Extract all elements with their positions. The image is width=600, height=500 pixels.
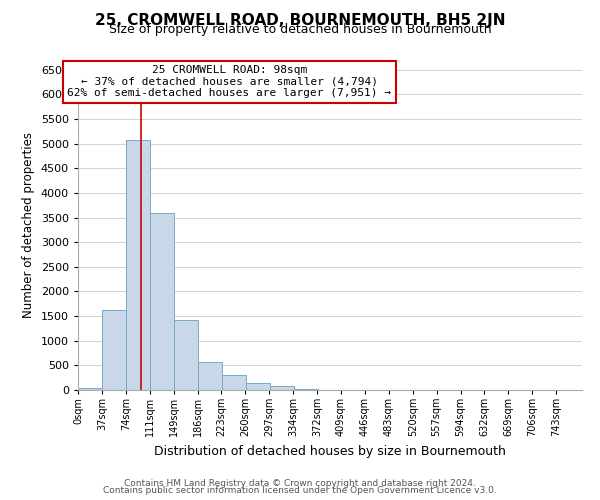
Y-axis label: Number of detached properties: Number of detached properties bbox=[22, 132, 35, 318]
Text: 25 CROMWELL ROAD: 98sqm
← 37% of detached houses are smaller (4,794)
62% of semi: 25 CROMWELL ROAD: 98sqm ← 37% of detache… bbox=[67, 65, 391, 98]
Bar bbox=[102, 310, 126, 390]
X-axis label: Distribution of detached houses by size in Bournemouth: Distribution of detached houses by size … bbox=[154, 445, 506, 458]
Text: Contains public sector information licensed under the Open Government Licence v3: Contains public sector information licen… bbox=[103, 486, 497, 495]
Bar bbox=[294, 389, 318, 390]
Bar bbox=[150, 212, 173, 390]
Text: 25, CROMWELL ROAD, BOURNEMOUTH, BH5 2JN: 25, CROMWELL ROAD, BOURNEMOUTH, BH5 2JN bbox=[95, 12, 505, 28]
Text: Contains HM Land Registry data © Crown copyright and database right 2024.: Contains HM Land Registry data © Crown c… bbox=[124, 478, 476, 488]
Bar bbox=[78, 388, 102, 390]
Bar bbox=[222, 375, 246, 390]
Bar bbox=[174, 320, 198, 390]
Text: Size of property relative to detached houses in Bournemouth: Size of property relative to detached ho… bbox=[109, 22, 491, 36]
Bar bbox=[198, 362, 222, 390]
Bar bbox=[126, 140, 150, 390]
Bar bbox=[270, 386, 294, 390]
Bar bbox=[246, 382, 270, 390]
